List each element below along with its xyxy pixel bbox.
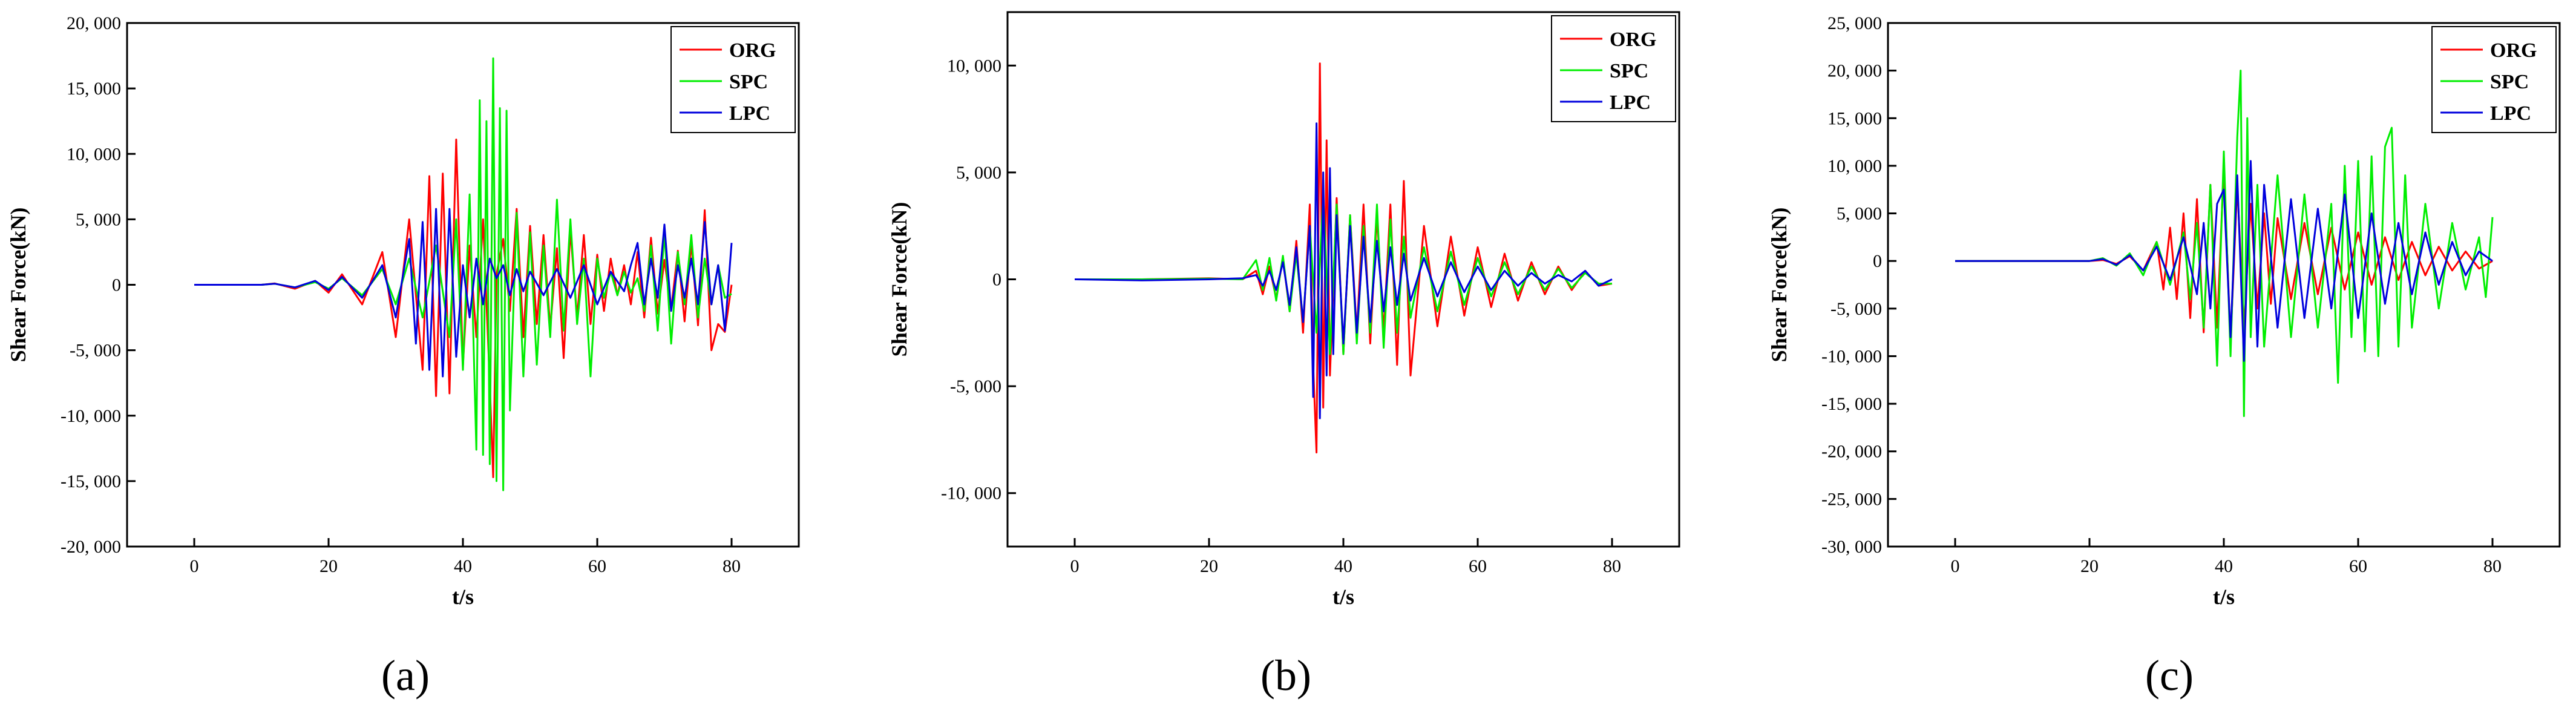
legend-label-spc: SPC xyxy=(1610,60,1648,82)
y-tick-label: 20, 000 xyxy=(1827,61,1882,81)
panel-caption-b: (b) xyxy=(1260,651,1311,700)
y-tick-label: 5, 000 xyxy=(1837,204,1882,224)
x-tick-label: 20 xyxy=(2080,556,2099,576)
x-tick-label: 0 xyxy=(190,556,199,576)
legend-label-lpc: LPC xyxy=(1610,91,1651,114)
y-tick-label: 10, 000 xyxy=(1827,156,1882,176)
x-tick-label: 40 xyxy=(2215,556,2233,576)
y-tick-label: -15, 000 xyxy=(1821,394,1882,414)
y-tick-label: -5, 000 xyxy=(950,376,1001,396)
legend: ORG SPC LPC xyxy=(1551,15,1676,122)
legend-box xyxy=(2431,26,2557,133)
y-tick-label: -20, 000 xyxy=(61,537,121,557)
series-line-org xyxy=(1955,165,2493,343)
series-line-spc xyxy=(1075,192,1612,355)
x-tick-label: 0 xyxy=(1951,556,1960,576)
panel-caption-a: (a) xyxy=(381,651,430,700)
chart-panel-c: -30, 000 -25, 000 -20, 000 -15, 000 -10, 000… xyxy=(1767,13,2561,609)
x-tick-label: 60 xyxy=(588,556,606,576)
y-tick-label: -5, 000 xyxy=(70,341,121,361)
legend-box xyxy=(670,26,796,133)
y-tick-label: -15, 000 xyxy=(61,472,121,491)
legend-label-lpc: LPC xyxy=(2490,102,2531,125)
legend-label-spc: SPC xyxy=(729,71,768,93)
x-axis-label: t/s xyxy=(1332,585,1354,609)
legend-box xyxy=(1551,15,1676,122)
y-tick-label: 15, 000 xyxy=(67,79,121,99)
y-tick-label: 0 xyxy=(112,275,121,295)
x-tick-label: 0 xyxy=(1070,556,1080,576)
x-tick-label: 80 xyxy=(723,556,741,576)
y-axis-label: Shear Force(kN) xyxy=(6,208,30,363)
series-line-lpc xyxy=(194,208,733,378)
y-tick-label: -10, 000 xyxy=(61,406,121,426)
legend: ORG SPC LPC xyxy=(2431,26,2557,133)
legend-label-org: ORG xyxy=(2490,39,2537,62)
x-tick-label: 60 xyxy=(2349,556,2367,576)
y-tick-label: -10, 000 xyxy=(941,484,1001,504)
legend-label-org: ORG xyxy=(729,39,776,62)
panel-caption-c: (c) xyxy=(2145,651,2194,700)
y-axis-label: Shear Force(kN) xyxy=(887,202,911,357)
chart-panel-b: -10, 000 -5, 000 0 5, 000 10, 000 0 20 40 60 80 t/… xyxy=(887,11,1680,609)
y-tick-label: 20, 000 xyxy=(67,13,121,33)
x-tick-label: 40 xyxy=(1334,556,1352,576)
y-tick-label: 25, 000 xyxy=(1827,13,1882,33)
legend-label-lpc: LPC xyxy=(729,102,770,125)
legend-label-org: ORG xyxy=(1610,28,1656,51)
x-tick-label: 80 xyxy=(1603,556,1621,576)
x-tick-label: 80 xyxy=(2483,556,2502,576)
x-axis-label: t/s xyxy=(2213,585,2235,609)
y-tick-label: 15, 000 xyxy=(1827,108,1882,128)
x-axis-label: t/s xyxy=(452,585,474,609)
y-tick-label: -10, 000 xyxy=(1821,346,1882,366)
y-tick-label: 10, 000 xyxy=(67,144,121,164)
y-tick-label: -25, 000 xyxy=(1821,489,1882,509)
x-tick-label: 40 xyxy=(454,556,472,576)
legend: ORG SPC LPC xyxy=(670,26,796,133)
y-axis-label: Shear Force(kN) xyxy=(1767,208,1791,363)
series-line-lpc xyxy=(1074,122,1613,419)
y-tick-label: -20, 000 xyxy=(1821,442,1882,462)
y-tick-label: 5, 000 xyxy=(76,209,121,229)
x-tick-label: 60 xyxy=(1469,556,1487,576)
y-tick-label: -30, 000 xyxy=(1821,537,1882,557)
x-tick-label: 20 xyxy=(1200,556,1218,576)
y-tick-label: 0 xyxy=(992,270,1001,290)
chart-panel-a: -20, 000 -15, 000 -10, 000 -5, 000 0 5, 000 10… xyxy=(6,13,800,609)
x-tick-label: 20 xyxy=(320,556,338,576)
legend-label-spc: SPC xyxy=(2490,71,2529,93)
y-tick-label: 10, 000 xyxy=(947,56,1001,76)
series-line-lpc xyxy=(1955,160,2493,362)
y-tick-label: 5, 000 xyxy=(956,163,1001,183)
y-tick-label: -5, 000 xyxy=(1830,299,1882,319)
y-tick-label: 0 xyxy=(1873,251,1882,271)
